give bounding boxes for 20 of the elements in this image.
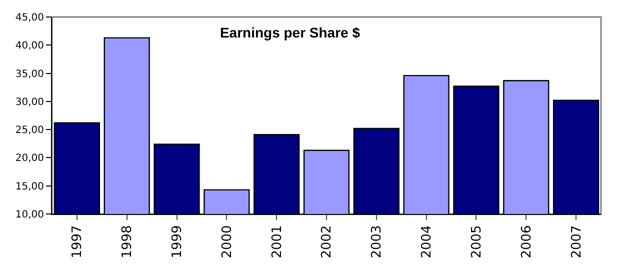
y-tick-label: 10,00 [15, 210, 44, 220]
y-tick-label: 40,00 [15, 40, 44, 52]
x-tick-label: 2000 [220, 225, 235, 258]
x-tick-label: 2006 [519, 225, 534, 258]
x-tick-label: 2004 [420, 225, 435, 258]
x-tick-label: 2002 [320, 225, 335, 258]
y-tick-label: 20,00 [15, 153, 44, 164]
y-tick-label: 35,00 [15, 68, 44, 80]
y-tick-label: 45,00 [15, 12, 44, 24]
x-tick-label: 2005 [469, 225, 484, 258]
x-tick-label: 2007 [569, 225, 584, 258]
text: Earnings per Share $ [220, 24, 360, 40]
y-tick-label: 30,00 [15, 96, 44, 108]
x-tick-label: 2003 [370, 225, 385, 258]
y-tick-label: 25,00 [15, 125, 44, 136]
y-tick-label: 15,00 [15, 181, 44, 192]
x-tick-label: 1997 [70, 225, 86, 258]
x-tick-label: 1999 [170, 225, 185, 258]
x-tick-label: 2001 [270, 225, 285, 258]
x-tick-label: 1998 [120, 225, 136, 258]
